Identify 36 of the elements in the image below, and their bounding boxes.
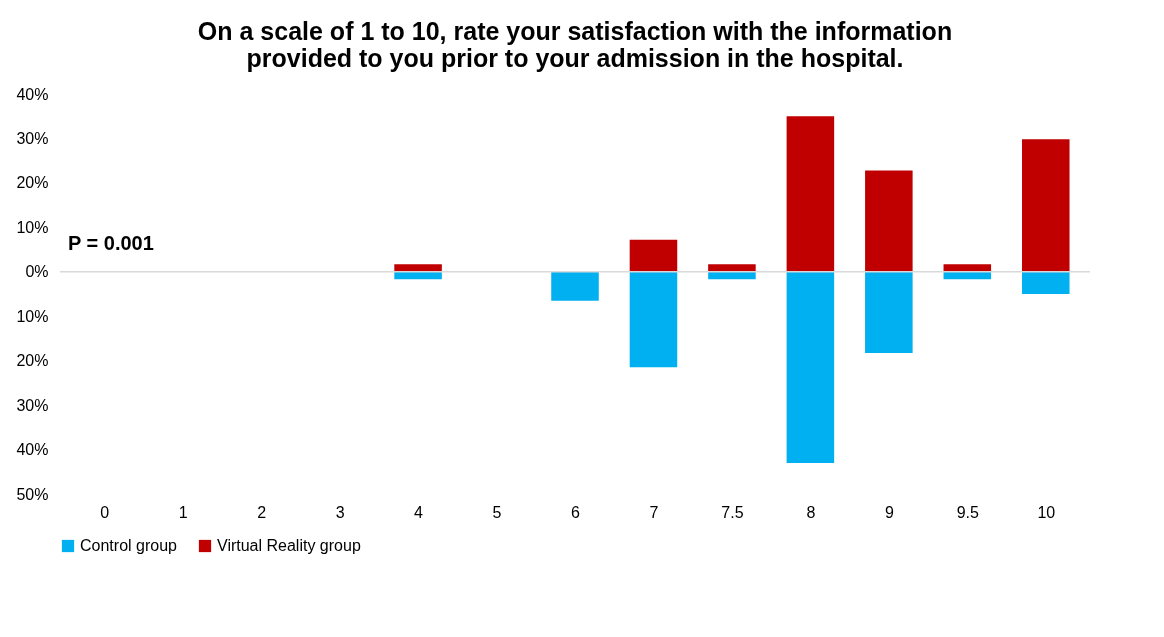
x-tick-label: 10 [1037,503,1056,521]
bar [629,239,678,272]
bar [629,271,678,368]
x-tick-label: 9.5 [956,503,980,521]
chart-title: On a scale of 1 to 10, rate your satisfaction with the information provided to you prior to your admission in the hospital. [197,17,953,72]
x-tick-label: 0 [100,503,110,521]
x-tick-label: 9 [884,503,894,521]
y-tick-label: 50% [16,485,49,503]
y-tick-label: 40% [16,441,49,459]
bar [786,271,835,463]
y-tick-label: 40% [16,85,49,103]
bar [1022,139,1070,272]
y-tick-label: 30% [16,129,49,147]
annotation: P = 0.001 [68,232,154,254]
x-tick-label: 8 [806,503,816,521]
legend-label: Control group [80,537,178,554]
y-tick-label: 30% [16,396,49,414]
bar [1022,271,1070,294]
x-tick-label: 7 [649,503,659,521]
y-tick-label: 20% [16,352,49,370]
y-tick-label: 0% [25,263,49,281]
bar [786,116,835,272]
x-tick-label: 3 [335,503,345,521]
x-tick-label: 7.5 [721,503,744,521]
x-tick-label: 1 [178,503,188,521]
bar [551,271,599,301]
legend-label: Virtual Reality group [217,537,361,554]
x-tick-label: 5 [492,503,502,521]
y-tick-label: 10% [16,307,49,325]
x-tick-label: 2 [257,503,267,521]
bar [865,271,913,354]
x-tick-label: 4 [414,503,424,521]
x-tick-label: 6 [571,503,581,521]
bar [865,170,913,272]
y-tick-label: 20% [16,174,49,192]
y-tick-label: 10% [16,218,49,236]
